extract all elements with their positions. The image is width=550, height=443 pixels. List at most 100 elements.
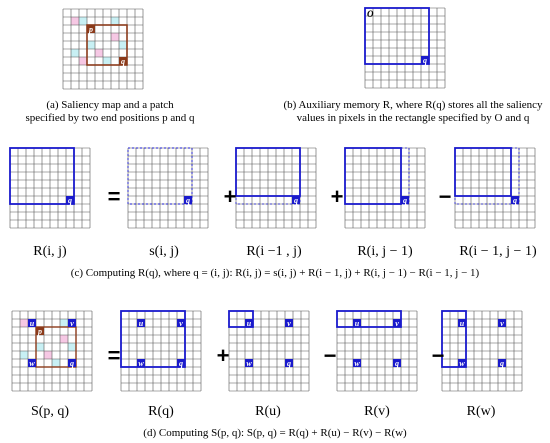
saliency-cell (111, 33, 119, 41)
caption-b-line1: (b) Auxiliary memory R, where R(q) store… (283, 99, 543, 111)
panel-d1-q-cell (68, 359, 76, 367)
label-R-i-1-j: R(i −1 , j) (246, 244, 302, 259)
panel-d5-w-label: w (459, 359, 465, 368)
panel-c1-grid (9, 147, 91, 229)
operator-plus-d: + (216, 343, 230, 368)
operator-plus-c2: + (330, 184, 344, 209)
panel-c3-outline (235, 147, 301, 205)
operator-equals-c: = (107, 184, 121, 209)
panel-a-patch (86, 24, 128, 66)
panel-b-q-cell (421, 56, 429, 64)
saliency-cell (79, 17, 87, 25)
panel-d3-v-cell (285, 319, 293, 327)
panel-b-q-label: q (423, 56, 427, 65)
panel-c2-grid (127, 147, 209, 229)
caption-b: (b) Auxiliary memory R, where R(q) store… (278, 99, 548, 125)
panel-d1-u-cell (28, 319, 36, 327)
saliency-cell (119, 41, 127, 49)
panel-d1-v-label: v (70, 319, 74, 328)
panel-a-grid (62, 8, 144, 90)
panel-d1-u-label: u (30, 319, 35, 328)
caption-b-line2: values in pixels in the rectangle specif… (296, 112, 530, 124)
panel-d3-v-label: v (287, 319, 291, 328)
operator-minus-d1: − (323, 343, 337, 368)
saliency-cell (103, 57, 111, 65)
panel-d5-q-label: q (500, 359, 504, 368)
label-R-i-j-1: R(i, j − 1) (357, 244, 413, 259)
panel-d3-u-cell (245, 319, 253, 327)
operator-equals-d: = (107, 343, 121, 368)
panel-d3-u-label: u (247, 319, 252, 328)
panel-d2-v-label: v (179, 319, 183, 328)
saliency-cell (20, 351, 28, 359)
saliency-cell (44, 351, 52, 359)
label-R-q: R(q) (148, 404, 174, 419)
saliency-cell (36, 343, 44, 351)
label-S-p-q: S(p, q) (30, 404, 70, 419)
label-s-i-j: s(i, j) (149, 244, 179, 259)
panel-c2-q-label: q (186, 196, 190, 205)
panel-c5-grid (454, 147, 536, 229)
saliency-cell (71, 17, 79, 25)
panel-c4-rect (344, 147, 402, 205)
panel-c3-q-cell (292, 196, 300, 204)
panel-c5-outline (454, 147, 520, 205)
panel-c1-q-cell (66, 196, 74, 204)
panel-c4-q-label: q (403, 196, 407, 205)
operator-minus-c: − (438, 184, 452, 209)
panel-d1-v-cell (68, 319, 76, 327)
label-R-i-1-j-1: R(i − 1, j − 1) (459, 244, 537, 259)
panel-a-p-cell (87, 25, 95, 33)
operator-plus-c1: + (223, 184, 237, 209)
panel-d3-w-cell (245, 359, 253, 367)
saliency-cell (71, 49, 79, 57)
panel-d2-rect (120, 310, 186, 368)
panel-d2-w-cell (137, 359, 145, 367)
panel-d5-u-cell (458, 319, 466, 327)
panel-d4-w-label: w (354, 359, 360, 368)
panel-d4-u-cell (353, 319, 361, 327)
panel-c4-q-cell (401, 196, 409, 204)
panel-d3-w-label: w (246, 359, 252, 368)
panel-d4-v-cell (393, 319, 401, 327)
panel-d5-u-label: u (460, 319, 465, 328)
saliency-cell (60, 319, 68, 327)
label-R-w: R(w) (466, 404, 496, 419)
panel-d1-q-label: q (70, 359, 74, 368)
saliency-cell (79, 57, 87, 65)
grid-layer (9, 7, 536, 392)
panel-d4-q-cell (393, 359, 401, 367)
panel-d2-q-cell (177, 359, 185, 367)
panel-d2-u-label: u (139, 319, 144, 328)
panel-c2-q-cell (184, 196, 192, 204)
panel-d3-grid (228, 310, 310, 392)
panel-c4-grid (344, 147, 426, 229)
panel-d4-v-label: v (395, 319, 399, 328)
panel-d2-u-cell (137, 319, 145, 327)
panel-d2-grid (120, 310, 202, 392)
panel-d2-w-label: w (138, 359, 144, 368)
panel-d5-w-cell (458, 359, 466, 367)
label-R-u: R(u) (255, 404, 281, 419)
panel-a-q-cell (119, 57, 127, 65)
label-R-v: R(v) (364, 404, 390, 419)
panel-d3-q-label: q (287, 359, 291, 368)
saliency-cell (87, 41, 95, 49)
panel-d4-u-label: u (355, 319, 360, 328)
panel-d2-q-label: q (179, 359, 183, 368)
panel-b-rect (364, 7, 430, 65)
panel-d4-grid (336, 310, 418, 392)
caption-a-line2: specified by two end positions p and q (25, 112, 195, 124)
panel-d2-v-cell (177, 319, 185, 327)
panel-c5-q-cell (511, 196, 519, 204)
saliency-cell (111, 17, 119, 25)
panel-d4-q-label: q (395, 359, 399, 368)
panel-c4-outline (344, 147, 410, 205)
panel-a-q-label: q (121, 57, 125, 66)
saliency-cell (60, 335, 68, 343)
panel-b-grid (364, 7, 446, 89)
panel-c5-q-label: q (513, 196, 517, 205)
panel-a-p-label: p (88, 25, 93, 34)
